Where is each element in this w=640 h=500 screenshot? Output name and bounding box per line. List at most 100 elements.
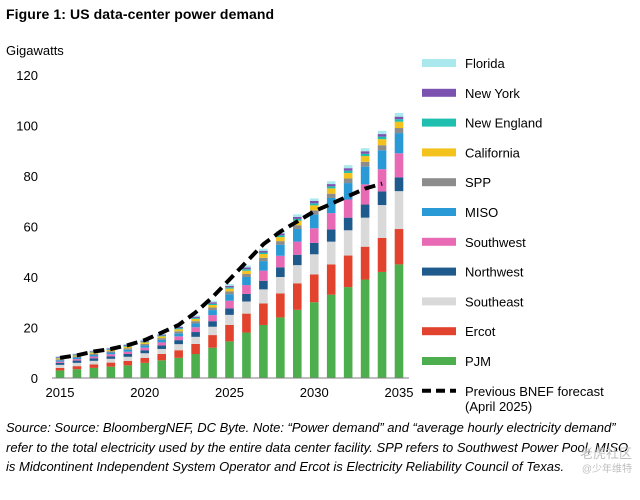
bar-segment-new-england: [377, 136, 387, 140]
bar-segment-pjm: [309, 302, 319, 378]
bar-segment-northwest: [123, 354, 133, 357]
bar-segment-new-york: [326, 184, 336, 187]
bar-segment-spp: [394, 128, 404, 134]
bar-segment-florida: [225, 284, 234, 286]
bar-segment-spp: [259, 257, 268, 262]
bar-segment-california: [225, 288, 234, 292]
bar-segment-southwest: [191, 327, 200, 333]
bar-segment-northwest: [309, 242, 319, 255]
bar-segment-california: [242, 270, 251, 274]
y-tick-label: 60: [24, 220, 38, 235]
bar-segment-ercot: [343, 255, 353, 288]
bar-segment-southeast: [157, 348, 166, 355]
bar-segment-ercot: [157, 354, 166, 361]
bar-segment-pjm: [191, 354, 200, 378]
bar-segment-pjm: [72, 369, 82, 378]
bar-segment-southwest: [259, 270, 268, 281]
bar-segment-southwest: [360, 184, 370, 205]
bar-segment-spp: [191, 321, 200, 324]
bar-segment-florida: [293, 214, 302, 217]
bar-segment-ercot: [140, 357, 150, 363]
bar-segment-florida: [377, 130, 387, 135]
bar-segment-southwest: [208, 315, 217, 322]
y-tick-label: 100: [16, 119, 38, 134]
x-tick-label: 2020: [130, 385, 159, 400]
bar-segment-california: [208, 305, 217, 308]
bar-segment-pjm: [259, 324, 268, 378]
bar-segment-miso: [208, 310, 217, 316]
bar-segment-southeast: [360, 217, 370, 247]
bar-segment-northwest: [293, 254, 302, 266]
bar-segment-new-york: [242, 267, 251, 270]
bar-segment-miso: [225, 294, 234, 301]
bar-segment-california: [377, 139, 387, 146]
bar-segment-southwest: [326, 213, 336, 230]
legend-label: PJM: [465, 354, 491, 369]
legend-label: New York: [465, 86, 520, 101]
bar-segment-ercot: [309, 274, 319, 303]
bar-segment-new-york: [377, 134, 387, 137]
bar-segment-pjm: [360, 279, 370, 378]
bar-segment-florida: [242, 265, 251, 268]
bar-segment-ercot: [276, 293, 285, 318]
bar-segment-california: [174, 329, 183, 332]
y-tick-label: 0: [31, 371, 38, 386]
bar-segment-miso: [360, 166, 370, 185]
legend-label: Ercot: [465, 324, 496, 339]
bar-segment-northwest: [242, 293, 251, 302]
bar-segment-southeast: [72, 362, 82, 367]
bar-segment-northwest: [55, 362, 65, 365]
bar-segment-pjm: [293, 309, 302, 378]
bar-segment-new-england: [343, 170, 353, 173]
bar-segment-spp: [377, 145, 387, 151]
bar-segment-miso: [72, 357, 82, 360]
bar-segment-new-england: [55, 357, 65, 359]
bar-segment-new-england: [259, 252, 268, 255]
bar-segment-california: [55, 358, 65, 360]
bar-segment-northwest: [72, 360, 82, 363]
x-tick-label: 2015: [46, 385, 75, 400]
bar-segment-california: [123, 346, 133, 349]
bar-segment-ercot: [360, 246, 370, 280]
bar-segment-florida: [326, 181, 336, 185]
bar-segment-southeast: [55, 364, 65, 368]
bar-segment-southwest: [123, 351, 133, 355]
bar-segment-southeast: [140, 353, 150, 358]
bar-segment-ercot: [242, 313, 251, 333]
watermark-sub: @少年维特: [581, 463, 632, 475]
bar-segment-california: [394, 121, 404, 129]
bar-segment-new-england: [326, 186, 336, 189]
bar-segment-new-york: [343, 168, 353, 171]
bar-segment-new-york: [309, 200, 319, 204]
bar-segment-miso: [293, 229, 302, 242]
bar-segment-california: [191, 318, 200, 322]
bar-segment-spp: [309, 210, 319, 215]
legend-swatch: [422, 59, 456, 67]
bar-segment-southwest: [225, 300, 234, 309]
bar-segment-spp: [208, 307, 217, 311]
bar-segment-pjm: [174, 357, 183, 378]
bar-segment-new-england: [360, 153, 370, 157]
bar-segment-ercot: [55, 367, 65, 371]
bar-segment-florida: [208, 300, 217, 303]
bar-segment-southwest: [55, 361, 65, 363]
bar-segment-pjm: [276, 317, 285, 378]
bar-segment-new-york: [191, 316, 200, 318]
bar-segment-miso: [326, 197, 336, 214]
bar-segment-ercot: [293, 283, 302, 310]
bar-segment-spp: [293, 225, 302, 230]
legend-swatch: [422, 327, 456, 336]
bar-segment-southwest: [293, 241, 302, 255]
bar-segment-northwest: [326, 229, 336, 242]
bar-segment-new-england: [174, 328, 183, 330]
legend-swatch: [422, 118, 456, 127]
bar-segment-spp: [360, 161, 370, 167]
bar-segment-northwest: [377, 191, 387, 206]
bar-segment-california: [259, 254, 268, 258]
bar-segment-florida: [360, 148, 370, 152]
bar-segment-pjm: [55, 370, 65, 378]
bar-segment-southeast: [326, 241, 336, 265]
y-tick-label: 120: [16, 68, 38, 83]
bar-segment-northwest: [343, 217, 353, 231]
